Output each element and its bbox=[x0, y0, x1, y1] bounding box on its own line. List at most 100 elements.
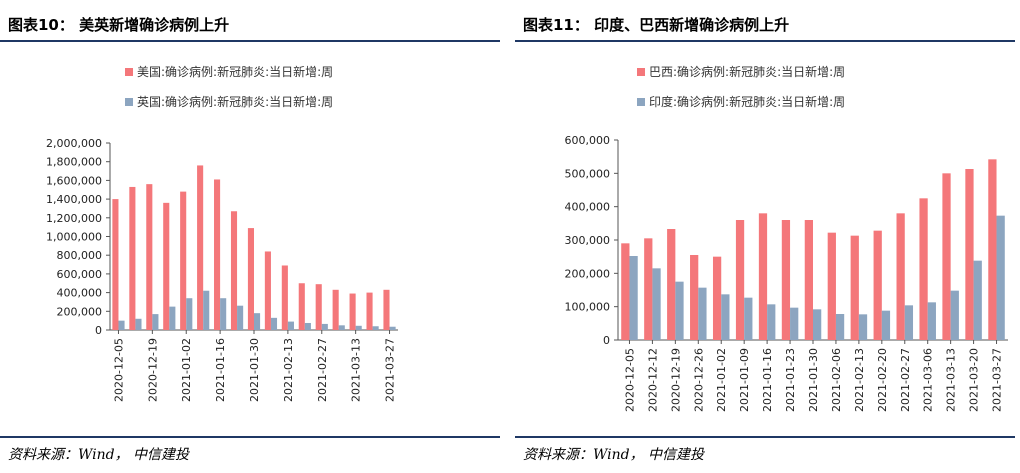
y-tick-label: 1,200,000 bbox=[46, 212, 102, 225]
bar-series-b bbox=[220, 298, 227, 330]
figure-11-bottom-rule bbox=[515, 436, 1015, 438]
bar-series-a bbox=[112, 199, 119, 330]
bar-series-b bbox=[835, 314, 845, 340]
y-tick-label: 100,000 bbox=[565, 301, 611, 314]
x-tick-label: 2021-01-09 bbox=[738, 348, 751, 412]
x-tick-label: 2021-01-30 bbox=[807, 348, 820, 412]
y-tick-label: 0 bbox=[603, 334, 610, 347]
x-tick-label: 2021-02-27 bbox=[316, 338, 329, 402]
x-tick-label: 2021-02-06 bbox=[830, 348, 843, 412]
x-tick-label: 2021-03-13 bbox=[945, 348, 958, 412]
bar-series-a bbox=[129, 186, 136, 330]
bar-series-b bbox=[881, 310, 891, 340]
bar-series-b bbox=[304, 322, 311, 330]
legend-label: 印度:确诊病例:新冠肺炎:当日新增:周 bbox=[649, 94, 845, 109]
x-tick-label: 2021-03-27 bbox=[991, 348, 1004, 412]
x-tick-label: 2021-02-13 bbox=[853, 348, 866, 412]
x-tick-label: 2021-02-20 bbox=[876, 348, 889, 412]
bar-series-a bbox=[850, 235, 859, 340]
y-tick-label: 1,400,000 bbox=[46, 193, 102, 206]
bar-series-a bbox=[919, 198, 928, 340]
bar-series-a bbox=[383, 289, 390, 330]
x-tick-label: 2021-03-27 bbox=[384, 338, 397, 402]
y-tick-label: 200,000 bbox=[565, 267, 611, 280]
bar-series-b bbox=[767, 304, 776, 340]
x-tick-label: 2020-12-05 bbox=[112, 338, 125, 402]
bar-series-b bbox=[904, 305, 914, 340]
y-tick-label: 500,000 bbox=[565, 167, 611, 180]
bar-series-b bbox=[254, 313, 261, 330]
legend-swatch bbox=[637, 68, 645, 76]
bar-series-a bbox=[349, 293, 356, 330]
bar-series-b bbox=[355, 325, 362, 330]
bar-series-b bbox=[135, 318, 142, 330]
bar-series-a bbox=[804, 220, 813, 340]
bar-series-b bbox=[813, 309, 822, 340]
x-tick-label: 2021-01-16 bbox=[761, 348, 774, 412]
x-tick-label: 2021-03-20 bbox=[968, 348, 981, 412]
bar-series-b bbox=[287, 321, 294, 330]
bar-series-b bbox=[118, 320, 125, 330]
bar-series-a bbox=[230, 211, 238, 330]
bar-series-a bbox=[988, 159, 997, 340]
figure-11-source: 资料来源：Wind， 中信建投 bbox=[523, 447, 705, 463]
y-tick-label: 600,000 bbox=[57, 268, 103, 281]
bar-series-b bbox=[629, 256, 638, 340]
x-tick-label: 2021-01-02 bbox=[180, 338, 193, 402]
bar-series-b bbox=[996, 215, 1005, 340]
bar-series-a bbox=[264, 251, 271, 330]
bar-series-a bbox=[896, 213, 905, 340]
y-tick-label: 400,000 bbox=[57, 287, 103, 300]
figure-11-title: 图表11： 印度、巴西新增确诊病例上升 bbox=[523, 16, 790, 34]
bar-series-b bbox=[950, 290, 959, 340]
bar-series-b bbox=[203, 290, 210, 330]
figure-11-chart: 巴西:确诊病例:新冠肺炎:当日新增:周印度:确诊病例:新冠肺炎:当日新增:周 0 1… bbox=[565, 64, 1008, 412]
figure-10-bottom-rule bbox=[0, 436, 500, 438]
y-tick-label: 400,000 bbox=[565, 201, 611, 214]
x-tick-label: 2021-03-13 bbox=[350, 338, 363, 402]
bar-series-b bbox=[652, 268, 661, 340]
bar-series-a bbox=[758, 213, 768, 340]
bar-series-a bbox=[298, 283, 305, 330]
figure-10-panel: 图表10： 美英新增确诊病例上升 美国:确诊病例:新冠肺炎:当日新增:周 英国:确… bbox=[0, 0, 505, 473]
bar-series-a bbox=[621, 243, 630, 340]
bar-series-b bbox=[237, 305, 244, 330]
bar-series-b bbox=[721, 294, 730, 340]
x-tick-label: 2021-03-06 bbox=[922, 348, 935, 412]
figure-11-panel: 图表11： 印度、巴西新增确诊病例上升 巴西:确诊病例:新冠肺炎:当日新增:周印… bbox=[515, 0, 1020, 473]
bar-series-a bbox=[942, 173, 951, 340]
bar-series-a bbox=[827, 232, 836, 340]
bar-series-a bbox=[247, 228, 254, 330]
figure-10-top-rule bbox=[0, 40, 500, 42]
bar-series-a bbox=[735, 220, 745, 340]
x-tick-label: 2021-01-16 bbox=[214, 338, 227, 402]
bar-series-b bbox=[321, 323, 328, 330]
y-tick-label: 2,000,000 bbox=[46, 137, 102, 150]
bar-series-b bbox=[186, 298, 193, 330]
bar-series-b bbox=[270, 317, 278, 330]
bar-series-b bbox=[973, 260, 982, 340]
bar-series-b bbox=[169, 306, 176, 330]
bar-series-a bbox=[366, 292, 373, 330]
bar-series-a bbox=[281, 265, 288, 330]
bar-series-b bbox=[927, 302, 936, 340]
y-tick-label: 600,000 bbox=[565, 134, 611, 147]
bar-series-a bbox=[163, 202, 170, 330]
legend-swatch bbox=[637, 98, 645, 106]
bar-series-a bbox=[965, 169, 974, 340]
figure-10-title: 图表10： 美英新增确诊病例上升 bbox=[8, 16, 230, 34]
y-tick-label: 300,000 bbox=[565, 234, 611, 247]
bar-series-a bbox=[667, 229, 676, 340]
bar-series-a bbox=[781, 220, 791, 340]
bar-series-b bbox=[858, 314, 868, 340]
x-tick-label: 2020-12-12 bbox=[646, 348, 659, 412]
bar-series-a bbox=[180, 191, 187, 330]
bar-series-a bbox=[644, 238, 653, 340]
figure-11-top-rule bbox=[515, 40, 1015, 42]
bar-series-b bbox=[790, 307, 799, 340]
bar-series-b bbox=[389, 326, 396, 330]
bar-series-a bbox=[690, 255, 699, 340]
legend-label: 英国:确诊病例:新冠肺炎:当日新增:周 bbox=[137, 94, 333, 109]
legend-label: 美国:确诊病例:新冠肺炎:当日新增:周 bbox=[137, 64, 333, 79]
legend-swatch bbox=[125, 98, 133, 106]
